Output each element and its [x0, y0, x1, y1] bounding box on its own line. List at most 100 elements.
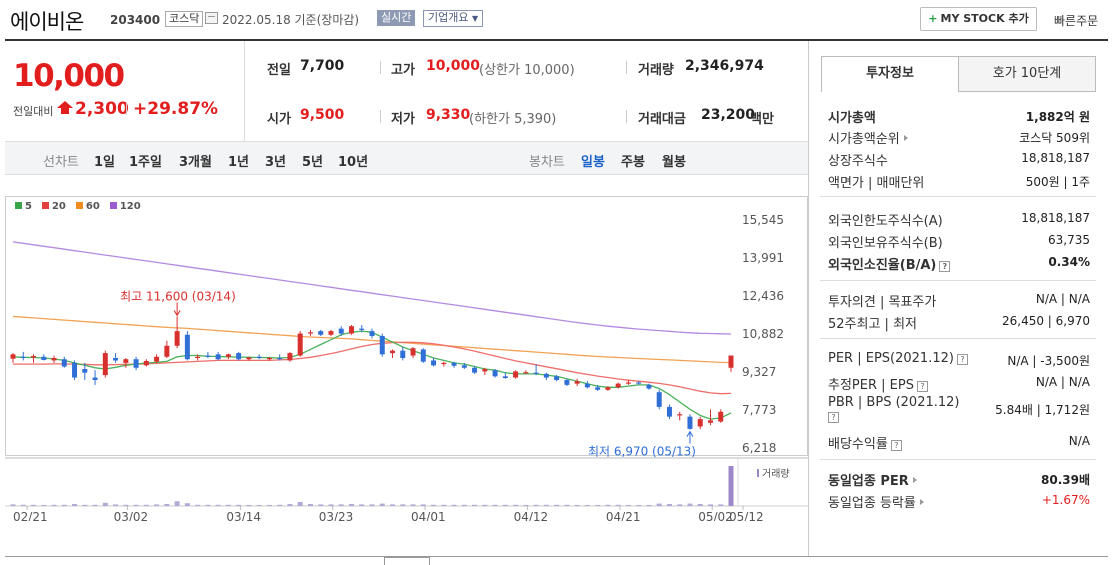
- invest-value: 63,735: [1048, 233, 1090, 247]
- volume-bar: [513, 504, 519, 506]
- period-10y[interactable]: 10년: [338, 155, 369, 170]
- volume-value: 2,346,974: [685, 58, 764, 74]
- candle-body: [184, 334, 190, 360]
- candle-body: [677, 414, 683, 416]
- invest-label: 추정PER | EPS?: [828, 374, 928, 393]
- invest-value: 코스닥 509위: [1019, 131, 1090, 145]
- volume-bar: [318, 504, 324, 506]
- invest-value: 18,818,187: [1021, 211, 1090, 225]
- legend-swatch: [75, 202, 83, 209]
- tab-orderbook[interactable]: 호가 10단계: [958, 56, 1096, 92]
- volume-bar: [82, 504, 88, 506]
- realtime-button[interactable]: 실시간: [377, 10, 416, 26]
- candle-body: [636, 382, 642, 384]
- tab-invest-info[interactable]: 투자정보: [821, 56, 959, 92]
- candle-body: [20, 356, 26, 358]
- candle-body: [718, 411, 724, 422]
- amount-value: 23,200: [701, 107, 756, 123]
- my-stock-add-button[interactable]: + MY STOCK 추가: [920, 7, 1037, 31]
- volume-bar: [369, 504, 375, 506]
- candle-body: [277, 357, 283, 360]
- caret-right-icon: [903, 135, 908, 141]
- volume-bar: [359, 504, 365, 506]
- lower-limit-note: (하한가 5,390): [469, 112, 557, 127]
- high-value: 10,000: [426, 58, 481, 74]
- invest-label: 외국인한도주식수(A): [828, 210, 943, 229]
- candle-body: [164, 345, 170, 357]
- help-icon[interactable]: ?: [828, 412, 839, 423]
- legend-swatch: [41, 202, 49, 209]
- y-tick-label: 10,882: [742, 327, 784, 341]
- volume-bar: [400, 504, 406, 506]
- volume-bar: [307, 504, 313, 506]
- invest-value: 80.39배: [1041, 473, 1090, 487]
- volume-bar: [625, 505, 631, 506]
- candle-chart-label: 봉차트: [529, 155, 565, 170]
- invest-label: 52주최고 | 최저: [828, 313, 917, 332]
- period-1y[interactable]: 1년: [228, 155, 250, 170]
- volume-bar: [184, 503, 190, 506]
- volume-bar: [154, 504, 160, 506]
- candle-body: [707, 420, 713, 423]
- candle-daily[interactable]: 일봉: [581, 155, 605, 170]
- invest-label[interactable]: 동일업종 등락률: [828, 492, 924, 511]
- help-icon[interactable]: ?: [890, 440, 902, 451]
- volume-bar: [666, 504, 672, 506]
- candle-monthly[interactable]: 월봉: [662, 155, 686, 170]
- invest-label: 시가총액: [828, 107, 876, 126]
- low-label: 저가: [391, 112, 415, 127]
- change-rate: +29.87%: [133, 99, 219, 119]
- volume-bar: [277, 504, 283, 506]
- help-icon[interactable]: ?: [956, 354, 968, 365]
- invest-label-text: PBR | BPS (2021.12): [828, 395, 960, 410]
- invest-label[interactable]: 동일업종 PER: [828, 470, 917, 489]
- invest-label: 외국인소진율(B/A)?: [828, 254, 951, 273]
- quick-order-link[interactable]: 빠른주문: [1054, 14, 1099, 28]
- period-1w[interactable]: 1주일: [129, 155, 162, 170]
- x-tick-label: 04/21: [606, 510, 641, 521]
- low-value: 9,330: [426, 107, 471, 123]
- volume-bar: [502, 504, 508, 506]
- candle-body: [359, 328, 365, 330]
- candle-body: [205, 355, 211, 357]
- candle-weekly[interactable]: 주봉: [621, 155, 645, 170]
- candle-body: [328, 331, 334, 335]
- volume-legend-swatch: [757, 469, 759, 477]
- help-icon[interactable]: ?: [939, 261, 951, 272]
- volume-bar: [410, 504, 416, 506]
- price-chart: 15,545 13,991 12,436 10,882 9,327 7,773 6,218 최…: [5, 196, 808, 521]
- stock-code: 203400: [110, 13, 161, 27]
- legend-swatch: [109, 202, 117, 209]
- period-1d[interactable]: 1일: [94, 155, 116, 170]
- period-5y[interactable]: 5년: [302, 155, 324, 170]
- volume-bar: [133, 504, 139, 506]
- candle-body: [513, 371, 519, 378]
- help-icon[interactable]: ?: [916, 381, 928, 392]
- volume-bar: [51, 504, 57, 506]
- upper-limit-note: (상한가 10,000): [479, 63, 575, 78]
- y-tick-label: 13,991: [742, 251, 784, 265]
- invest-value: N/A | -3,500원: [1007, 354, 1090, 368]
- volume-bar: [10, 504, 16, 506]
- volume-bar: [646, 505, 652, 506]
- candle-body: [687, 416, 693, 429]
- volume-bar: [461, 504, 467, 506]
- expand-handle[interactable]: [384, 557, 430, 565]
- invest-label[interactable]: 시가총액순위: [828, 128, 908, 147]
- company-overview-button[interactable]: 기업개요 ▼: [423, 10, 484, 27]
- period-3m[interactable]: 3개월: [179, 155, 212, 170]
- invest-value: 0.34%: [1048, 255, 1090, 269]
- candle-body: [143, 360, 149, 366]
- candle-body: [287, 353, 293, 361]
- candle-body: [123, 359, 129, 363]
- candle-body: [625, 382, 631, 384]
- price-box: [5, 41, 245, 141]
- invest-value: +1.67%: [1041, 493, 1090, 507]
- candle-body: [400, 350, 406, 358]
- low-arrow-head: [686, 430, 694, 437]
- candle-body: [574, 381, 580, 384]
- divider: [380, 110, 381, 123]
- volume-label: 거래량: [762, 468, 790, 480]
- right-panel: [808, 41, 1108, 556]
- period-3y[interactable]: 3년: [265, 155, 287, 170]
